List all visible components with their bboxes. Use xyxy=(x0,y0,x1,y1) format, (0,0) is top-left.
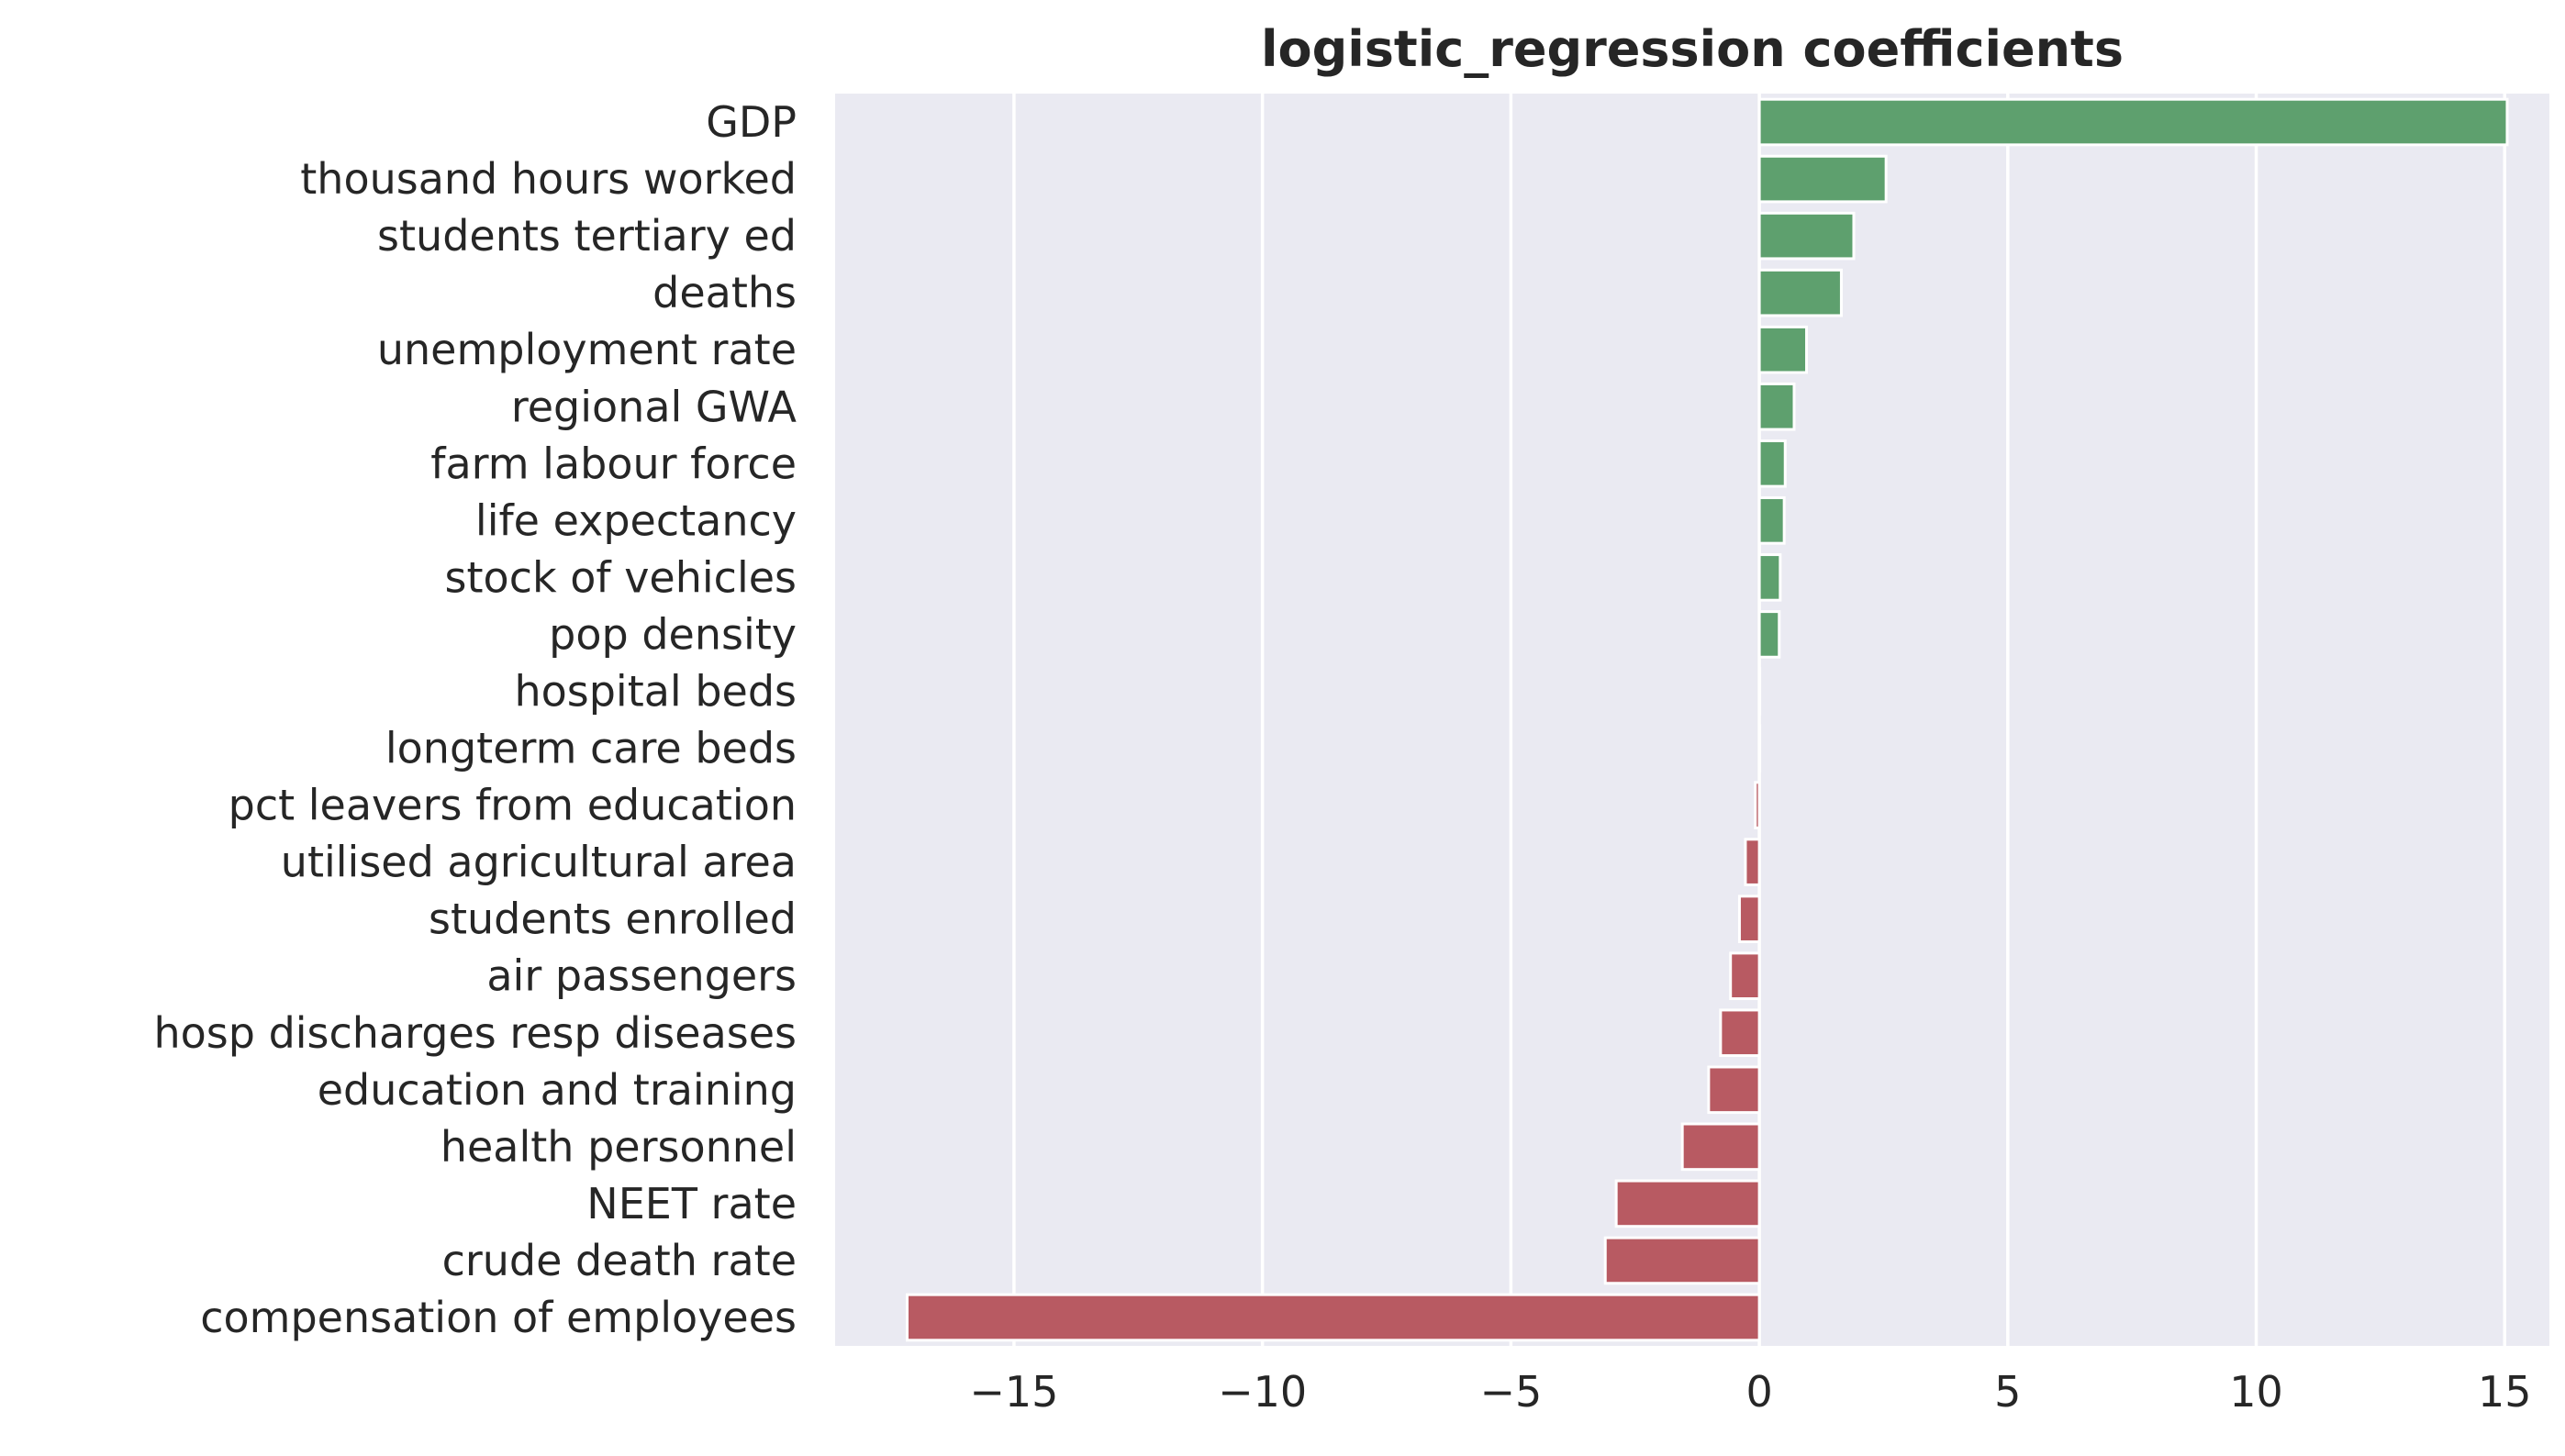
bar xyxy=(1757,97,2509,147)
y-tick-label: students tertiary ed xyxy=(377,211,797,261)
y-tick-label: farm labour force xyxy=(430,439,797,488)
bar xyxy=(1757,610,1781,659)
y-tick-label: air passengers xyxy=(486,951,797,1001)
y-tick-label: pop density xyxy=(549,609,797,659)
bar xyxy=(1757,667,1762,716)
y-tick-label: hospital beds xyxy=(514,666,797,716)
y-tick-label: health personnel xyxy=(441,1122,797,1172)
bar xyxy=(1757,154,1888,204)
bar xyxy=(1757,211,1856,261)
y-tick-label: stock of vehicles xyxy=(445,552,797,602)
bar xyxy=(1757,439,1787,488)
x-tick-label: 10 xyxy=(2229,1367,2283,1417)
y-tick-label: deaths xyxy=(652,268,797,317)
bars xyxy=(906,97,2509,1342)
bar xyxy=(1757,553,1782,602)
bar xyxy=(1757,382,1796,431)
y-tick-label: thousand hours worked xyxy=(300,154,797,204)
y-tick-label: students enrolled xyxy=(429,895,797,944)
y-tick-label: NEET rate xyxy=(586,1179,797,1228)
bar xyxy=(1603,1236,1761,1285)
y-tick-label: compensation of employees xyxy=(200,1293,797,1342)
bar xyxy=(1719,1008,1761,1058)
x-tick-label: −15 xyxy=(969,1367,1058,1417)
x-tick-label: 5 xyxy=(1994,1367,2021,1417)
y-tick-labels: GDP thousand hours worked students tertiar… xyxy=(153,97,797,1342)
y-tick-label: longterm care beds xyxy=(385,724,797,773)
x-tick-label: −10 xyxy=(1218,1367,1307,1417)
bar xyxy=(906,1293,1761,1342)
y-tick-label: regional GWA xyxy=(511,382,797,431)
y-tick-label: GDP xyxy=(706,97,797,147)
x-tick-label: 15 xyxy=(2478,1367,2532,1417)
bar xyxy=(1680,1122,1761,1172)
bar xyxy=(1754,781,1761,829)
bar xyxy=(1737,895,1761,943)
bar xyxy=(1614,1179,1761,1228)
x-tick-label: 0 xyxy=(1745,1367,1772,1417)
bar xyxy=(1757,496,1786,545)
x-tick-label: −5 xyxy=(1479,1367,1542,1417)
chart-title: logistic_regression coefficients xyxy=(1261,20,2124,78)
bar xyxy=(1707,1065,1761,1115)
y-tick-label: utilised agricultural area xyxy=(281,838,797,887)
bar xyxy=(1757,325,1809,374)
y-tick-label: education and training xyxy=(318,1065,797,1115)
y-tick-label: crude death rate xyxy=(442,1236,797,1285)
bar xyxy=(1729,951,1761,1001)
y-tick-label: unemployment rate xyxy=(377,325,797,374)
bar xyxy=(1744,838,1761,886)
y-tick-label: life expectancy xyxy=(475,495,797,545)
bar xyxy=(1757,724,1762,772)
y-tick-label: pct leavers from education xyxy=(229,781,797,830)
bar xyxy=(1757,268,1843,317)
y-tick-label: hosp discharges resp diseases xyxy=(153,1008,797,1058)
x-tick-labels: −15 −10 −5 0 5 10 15 xyxy=(969,1367,2531,1417)
